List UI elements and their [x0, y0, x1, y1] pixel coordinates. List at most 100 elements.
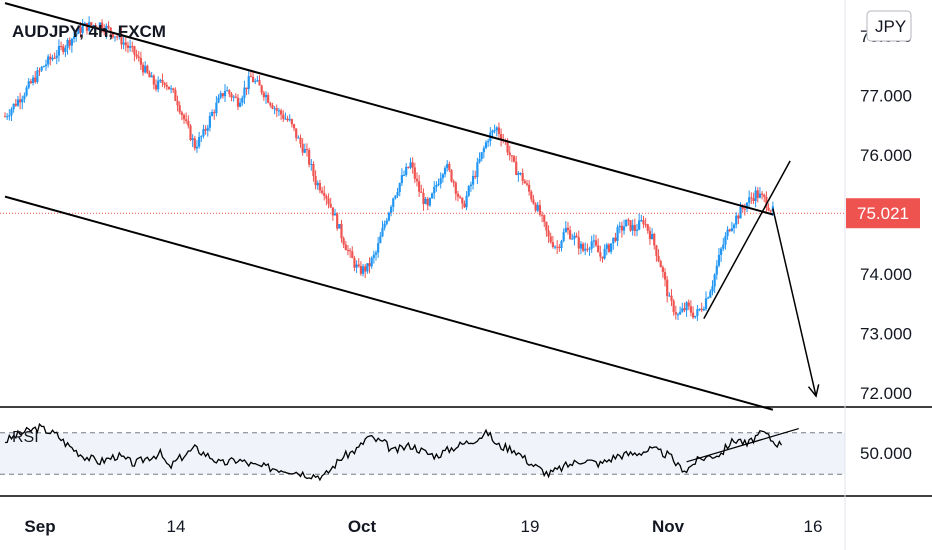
candle	[141, 62, 145, 76]
candle	[206, 124, 209, 137]
candle	[195, 140, 199, 153]
price-pane	[0, 2, 845, 411]
candle	[157, 76, 160, 93]
candle	[144, 61, 147, 74]
candle	[732, 223, 736, 234]
candle	[271, 102, 274, 110]
candle	[124, 35, 127, 52]
candle	[219, 90, 222, 100]
candle	[646, 223, 649, 234]
candle	[482, 145, 485, 159]
candle	[528, 179, 531, 196]
candle	[53, 52, 56, 59]
candle	[590, 235, 593, 253]
candle	[487, 138, 490, 147]
candle	[226, 86, 229, 92]
candle	[765, 191, 768, 214]
candle	[267, 92, 270, 104]
candle	[556, 240, 559, 254]
candle	[687, 299, 690, 311]
candle	[650, 228, 654, 240]
rsi-line	[4, 422, 783, 482]
candle	[415, 172, 419, 187]
candle	[198, 131, 201, 149]
candle	[230, 92, 233, 102]
candle	[389, 204, 393, 217]
candle	[42, 65, 45, 68]
candle	[344, 241, 347, 251]
candle	[364, 264, 367, 279]
candle	[310, 159, 313, 171]
candle	[767, 203, 770, 212]
candle	[633, 218, 636, 237]
candle	[551, 235, 554, 249]
candle	[152, 74, 155, 90]
rsi-tick-label: 50.000	[860, 444, 912, 463]
rsi-trend-line	[686, 428, 799, 463]
candle	[25, 85, 28, 97]
candle	[430, 192, 434, 199]
candle	[418, 175, 421, 197]
candle	[70, 38, 73, 53]
candle	[428, 197, 432, 207]
candle	[336, 212, 339, 231]
candle	[493, 124, 496, 134]
candle	[23, 92, 26, 103]
candle	[161, 73, 164, 87]
candle	[297, 135, 300, 139]
candle	[234, 93, 237, 99]
candle	[769, 209, 772, 214]
candle	[450, 169, 453, 183]
candle	[558, 244, 561, 252]
candle	[631, 219, 634, 236]
candle	[407, 166, 410, 169]
candle	[163, 81, 166, 89]
candle	[10, 107, 13, 121]
projection-arrow-line	[772, 208, 817, 397]
candle	[435, 181, 438, 192]
candle	[756, 187, 759, 203]
candle	[758, 187, 762, 199]
candle	[243, 80, 246, 105]
candle	[737, 214, 740, 225]
candle	[422, 188, 425, 211]
candle	[659, 259, 662, 268]
candle	[594, 234, 598, 248]
candle	[584, 242, 587, 255]
candle	[730, 221, 734, 232]
candle	[620, 221, 623, 238]
candle	[223, 84, 227, 102]
candle	[385, 217, 388, 226]
candle	[217, 94, 220, 104]
candle	[366, 263, 369, 274]
candle	[642, 215, 645, 229]
candle	[370, 256, 373, 269]
candle	[251, 72, 255, 83]
candle	[424, 196, 427, 205]
candle	[515, 156, 518, 176]
date-tick-label: 16	[804, 517, 823, 536]
candle	[55, 50, 58, 65]
candle	[62, 43, 65, 55]
candle	[586, 243, 589, 253]
candle	[538, 199, 542, 217]
candle	[704, 291, 708, 311]
price-tick-label: 74.000	[860, 265, 912, 284]
candle	[474, 170, 477, 180]
candle	[402, 170, 406, 177]
currency-button[interactable]	[866, 10, 912, 42]
rising-support-line	[703, 160, 791, 320]
candle	[3, 112, 7, 118]
candle	[532, 195, 535, 205]
candle	[159, 78, 162, 84]
candle	[679, 306, 682, 316]
candle	[625, 219, 628, 227]
candle	[459, 195, 462, 199]
candle	[448, 161, 451, 173]
candle	[172, 87, 175, 94]
candle	[480, 152, 483, 162]
candle	[81, 18, 84, 35]
candle	[722, 237, 725, 251]
candle	[463, 200, 466, 209]
